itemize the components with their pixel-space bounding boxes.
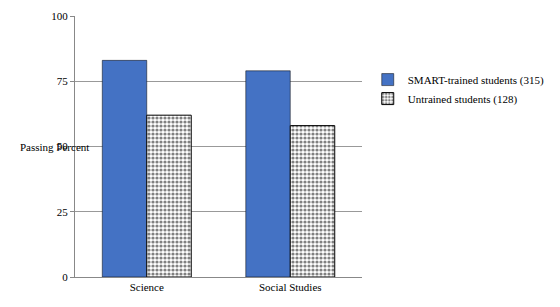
- svg-text:Science: Science: [130, 281, 164, 293]
- svg-text:Social Studies: Social Studies: [259, 281, 322, 293]
- svg-text:75: 75: [57, 75, 69, 87]
- svg-text:Untrained students (128): Untrained students (128): [408, 93, 518, 106]
- svg-text:25: 25: [57, 206, 69, 218]
- svg-text:0: 0: [62, 271, 68, 283]
- svg-text:50: 50: [57, 140, 69, 152]
- svg-text:SMART-trained students (315): SMART-trained students (315): [408, 74, 544, 87]
- svg-text:100: 100: [51, 10, 68, 22]
- svg-text:Passing Percent: Passing Percent: [20, 141, 89, 153]
